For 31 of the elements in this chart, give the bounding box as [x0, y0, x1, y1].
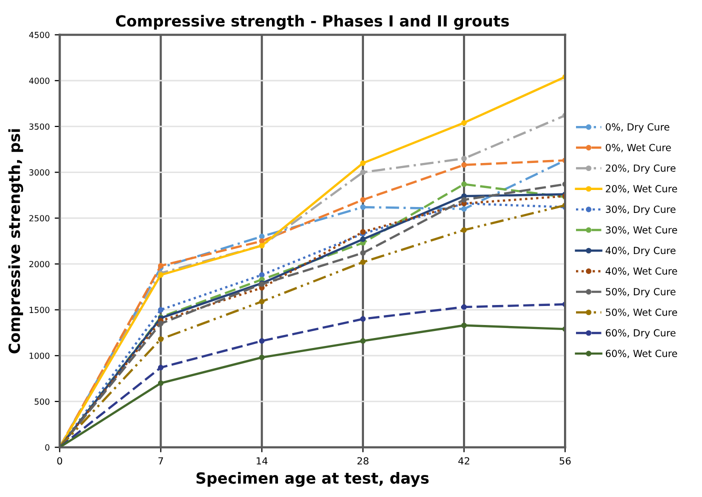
- y-tick-label: 2000: [29, 260, 50, 268]
- legend-label: 40%, Dry Cure: [606, 246, 676, 256]
- x-tick-label: 0: [57, 457, 62, 465]
- x-tick-label: 7: [158, 457, 164, 464]
- legend-label: 0%, Wet Cure: [606, 144, 671, 152]
- y-axis-title: Compressive strength, psi: [8, 129, 24, 354]
- y-tick-label: 0: [45, 444, 50, 451]
- x-tick-label: 42: [458, 457, 470, 464]
- y-tick-label: 3000: [29, 169, 50, 176]
- legend-label: 50%, Wet Cure: [606, 308, 678, 317]
- y-tick-label: 3500: [29, 123, 50, 130]
- y-tick-label: 1000: [30, 352, 50, 359]
- legend-label: 40%, Wet Cure: [606, 267, 678, 276]
- x-tick-label: 14: [256, 457, 268, 464]
- x-tick-label: 56: [560, 457, 571, 465]
- y-tick-label: 1500: [30, 306, 50, 314]
- y-tick-label: 4000: [29, 78, 50, 84]
- legend-label: 30%, Wet Cure: [606, 226, 678, 235]
- legend-label: 60%, Wet Cure: [606, 350, 678, 358]
- chart-title: Compressive strength - Phases I and II grouts: [116, 14, 509, 30]
- legend-label: 30%, Dry Cure: [606, 206, 676, 215]
- y-tick-label: 500: [34, 398, 50, 405]
- legend-label: 50%, Dry Cure: [606, 288, 676, 298]
- x-axis-title: Specimen age at test, days: [196, 472, 429, 487]
- y-tick-label: 2500: [29, 215, 50, 222]
- legend-label: 20%, Wet Cure: [606, 185, 678, 194]
- legend-label: 20%, Dry Cure: [606, 164, 676, 174]
- x-tick-label: 28: [357, 457, 368, 465]
- legend-label: 60%, Dry Cure: [606, 329, 676, 338]
- legend-label: 0%, Dry Cure: [606, 123, 670, 133]
- y-tick-label: 4500: [29, 32, 50, 38]
